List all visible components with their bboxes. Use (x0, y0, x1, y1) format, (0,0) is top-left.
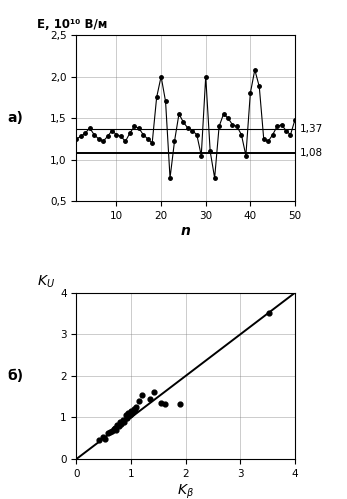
Point (120, 416, 126, 424)
Point (117, 419, 123, 427)
Point (134, 403, 139, 411)
Point (111, 425, 116, 433)
X-axis label: $\boldsymbol{K_{\beta}}$: $\boldsymbol{K_{\beta}}$ (177, 483, 194, 499)
Point (121, 418, 127, 426)
Point (129, 409, 135, 417)
Point (177, 400, 183, 408)
Text: б): б) (7, 369, 23, 383)
Text: а): а) (7, 111, 23, 125)
Point (162, 400, 168, 408)
Point (100, 434, 105, 442)
Point (127, 411, 133, 419)
Point (139, 391, 145, 399)
Point (147, 395, 153, 403)
Point (108, 428, 113, 436)
Point (124, 414, 129, 422)
Point (109, 427, 115, 435)
Point (126, 409, 131, 417)
Point (123, 411, 128, 419)
X-axis label: n: n (181, 224, 191, 238)
Point (158, 399, 164, 407)
Point (131, 405, 136, 413)
Point (118, 420, 124, 428)
Point (113, 426, 118, 434)
Point (112, 424, 117, 432)
Text: 1,08: 1,08 (299, 148, 322, 158)
Point (128, 407, 134, 415)
Point (105, 429, 111, 437)
Point (151, 388, 157, 396)
Point (102, 435, 108, 443)
Text: E, 10¹⁰ В/м: E, 10¹⁰ В/м (37, 18, 107, 31)
Point (116, 422, 122, 430)
Point (96, 436, 102, 445)
Point (136, 397, 142, 405)
Text: $\boldsymbol{K_{U}}$: $\boldsymbol{K_{U}}$ (37, 274, 55, 290)
Point (266, 309, 271, 317)
Text: 1,37: 1,37 (299, 124, 323, 134)
Point (115, 421, 120, 429)
Point (133, 406, 138, 414)
